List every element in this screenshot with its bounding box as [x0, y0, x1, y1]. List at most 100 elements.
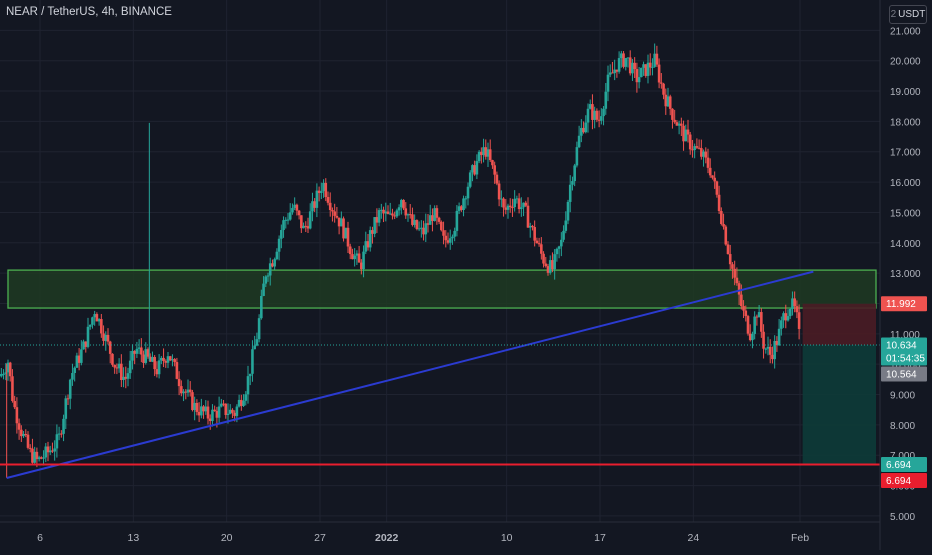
- candle-body: [155, 369, 159, 375]
- candle-body: [77, 355, 81, 363]
- candle-body: [717, 194, 721, 211]
- candle-body: [88, 324, 92, 327]
- price-label-box: [881, 296, 927, 312]
- candle-body: [500, 198, 503, 200]
- price-label-box: [881, 457, 927, 473]
- candle-body: [648, 62, 652, 68]
- x-tick-label: 20: [221, 532, 233, 544]
- candle-body: [504, 207, 508, 210]
- candle-body: [644, 64, 648, 76]
- candle-body: [133, 350, 136, 354]
- candle-body: [737, 283, 741, 295]
- candle-body: [360, 262, 363, 270]
- label-layer: 11.992 10.634 01:54:35 10.564 6.694 6.694: [881, 296, 927, 489]
- candle-body: [531, 225, 534, 228]
- candle-body: [64, 398, 68, 419]
- currency-prefix: 2: [890, 9, 897, 20]
- candle-body: [793, 298, 796, 307]
- candle-body: [244, 394, 248, 401]
- candle-body: [766, 346, 770, 349]
- candle-body: [344, 227, 348, 239]
- candle-body: [777, 328, 781, 346]
- candle-body: [213, 409, 216, 411]
- candle-body: [371, 230, 374, 234]
- candle-body: [548, 260, 552, 273]
- candle-body: [582, 127, 585, 133]
- candle-body: [111, 353, 114, 365]
- candle-body: [217, 406, 221, 418]
- candle-body: [680, 123, 683, 126]
- candle-body: [24, 433, 28, 435]
- candle-body: [555, 248, 559, 255]
- candle-body: [755, 316, 759, 318]
- candle-body: [464, 198, 468, 200]
- candle-body: [428, 215, 432, 225]
- price-label-box: [881, 473, 927, 489]
- candle-body: [93, 314, 96, 318]
- candle-body: [162, 357, 165, 362]
- candle-body: [220, 403, 223, 407]
- candle-body: [202, 406, 205, 412]
- candle-body: [31, 448, 34, 463]
- price-label-box: [881, 337, 927, 366]
- candle-body: [553, 254, 556, 270]
- candle-body: [251, 349, 254, 374]
- candle-body: [322, 182, 325, 192]
- candle-body: [606, 74, 610, 92]
- candle-body: [73, 367, 76, 374]
- candle-body: [57, 433, 61, 435]
- candle-body: [700, 148, 703, 157]
- y-tick-label: 14.000: [890, 239, 921, 250]
- candle-body: [280, 230, 283, 239]
- candle-body: [622, 53, 625, 67]
- candle-body: [286, 219, 290, 221]
- candle-body: [66, 398, 70, 400]
- currency-badge[interactable]: 2 USDT: [889, 5, 927, 24]
- candle-body: [486, 149, 490, 157]
- candle-body: [317, 190, 321, 193]
- candle-body: [13, 400, 16, 408]
- candle-body: [22, 433, 25, 437]
- candle-body: [131, 350, 134, 361]
- candle-body: [255, 339, 259, 346]
- candle-body: [364, 241, 368, 252]
- candle-body: [266, 275, 270, 277]
- candle-body: [673, 119, 676, 123]
- candle-body: [608, 72, 612, 75]
- x-tick-label: 10: [501, 532, 513, 544]
- y-tick-label: 11.000: [890, 330, 920, 341]
- candle-body: [346, 227, 350, 247]
- demand-zone: [7, 269, 877, 309]
- candle-body: [264, 276, 268, 284]
- candle-body: [384, 211, 388, 214]
- candle-body: [168, 356, 172, 361]
- candle-body: [433, 208, 436, 221]
- candle-body: [386, 211, 390, 214]
- candle-body: [588, 104, 592, 109]
- candle-body: [757, 312, 761, 318]
- candle-body: [493, 165, 496, 175]
- candle-body: [253, 345, 256, 350]
- candle-body: [720, 210, 723, 225]
- candle-body: [595, 110, 599, 120]
- candle-body: [620, 53, 623, 59]
- candle-body: [704, 151, 708, 158]
- candle-body: [637, 77, 641, 83]
- candle-body: [473, 165, 476, 175]
- candle-body: [546, 266, 550, 273]
- candle-body: [617, 58, 621, 72]
- candle-body: [633, 62, 636, 70]
- candle-body: [200, 406, 203, 416]
- candle-body: [402, 199, 405, 209]
- candle-body: [44, 446, 48, 458]
- candle-body: [306, 226, 310, 229]
- candle-body: [542, 253, 545, 264]
- candle-body: [8, 362, 12, 377]
- candle-body: [231, 409, 234, 413]
- price-label-text: 10.564: [886, 369, 917, 380]
- candle-body: [586, 108, 590, 123]
- candle-body: [604, 91, 608, 109]
- take-profit-zone: [802, 344, 876, 465]
